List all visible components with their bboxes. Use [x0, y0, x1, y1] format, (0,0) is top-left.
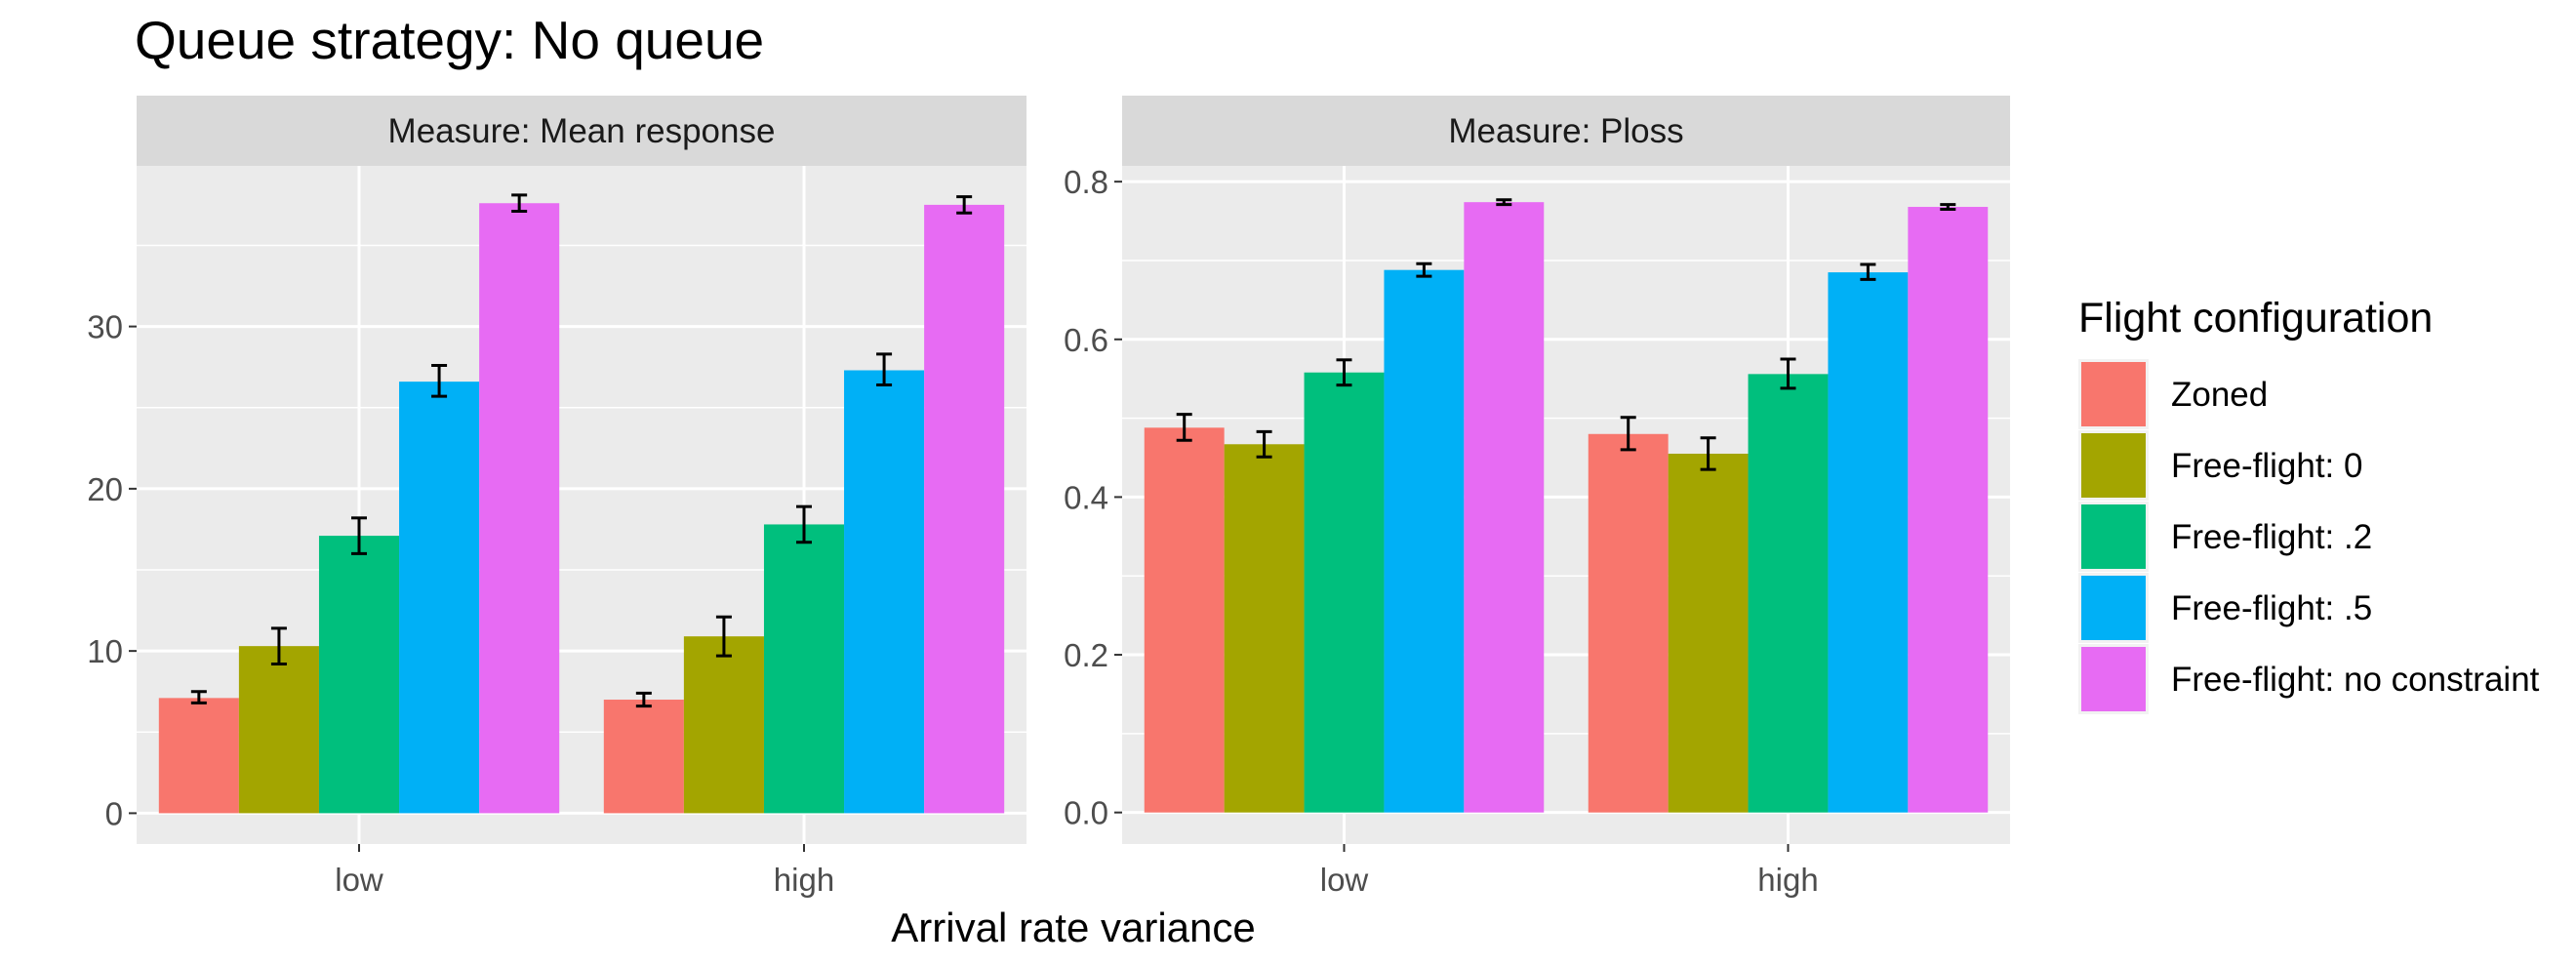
error-bar — [1620, 416, 1636, 452]
error-bar — [270, 626, 287, 665]
y-tick-label: 10 — [87, 633, 123, 669]
bar — [399, 382, 480, 814]
bar — [844, 370, 925, 814]
bar — [318, 536, 400, 814]
bar — [238, 646, 319, 814]
x-axis-title: Arrival rate variance — [891, 905, 1255, 950]
panel-2: Measure: Ploss 0.0 0.2 0.4 0.6 0.8 low high — [1064, 96, 2010, 898]
legend-swatch — [2081, 647, 2146, 711]
legend-swatch — [2081, 362, 2146, 426]
x-tick-label: high — [1757, 862, 1818, 898]
bar — [1464, 202, 1545, 813]
error-bar — [190, 690, 207, 704]
error-bar — [1176, 413, 1192, 442]
y-tick-label: 20 — [87, 471, 123, 507]
bar — [158, 698, 239, 814]
error-bar — [876, 352, 893, 386]
legend-item: Free-flight: 0 — [2078, 430, 2362, 501]
bar — [1384, 269, 1465, 813]
bar — [1668, 453, 1749, 813]
legend-swatch — [2081, 504, 2146, 569]
bar — [479, 203, 560, 814]
legend-label: Zoned — [2171, 376, 2268, 414]
error-bar — [1780, 357, 1796, 390]
legend-swatch — [2081, 433, 2146, 498]
bar — [1828, 272, 1909, 813]
bar — [1144, 427, 1225, 813]
y-tick-label: 0 — [105, 795, 123, 831]
legend-label: Free-flight: no constraint — [2171, 661, 2540, 699]
error-bar — [1416, 262, 1432, 278]
x-tick-label: low — [335, 862, 383, 898]
panel-1: Measure: Mean response 0 10 20 30 low high — [87, 96, 1026, 898]
error-bar — [1860, 262, 1876, 281]
y-tick-label: 30 — [87, 309, 123, 345]
legend-item: Free-flight: .5 — [2078, 573, 2372, 643]
bar — [603, 700, 684, 814]
legend-items: Zoned Free-flight: 0 Free-flight: .2 Free-f… — [2078, 359, 2540, 714]
bar — [924, 204, 1005, 814]
error-bar — [635, 691, 652, 708]
legend-label: Free-flight: .5 — [2171, 589, 2372, 627]
bar — [1304, 372, 1385, 813]
error-bar — [796, 504, 812, 544]
error-bar — [956, 195, 973, 215]
bar — [1908, 207, 1989, 813]
x-tick-label: high — [774, 862, 834, 898]
y-tick-label: 0.4 — [1064, 479, 1108, 515]
error-bar — [1496, 198, 1512, 207]
legend-label: Free-flight: 0 — [2171, 447, 2362, 485]
chart-title: Queue strategy: No queue — [135, 10, 764, 70]
error-bar — [1256, 429, 1272, 459]
legend-item: Free-flight: .2 — [2078, 502, 2372, 572]
legend: Flight configuration Zoned Free-flight: 0… — [2078, 295, 2540, 714]
bar — [1748, 374, 1829, 813]
bar — [683, 636, 764, 814]
legend-title: Flight configuration — [2078, 295, 2433, 342]
y-tick-label: 0.6 — [1064, 322, 1108, 358]
x-tick-label: low — [1320, 862, 1369, 898]
legend-item: Free-flight: no constraint — [2078, 644, 2540, 714]
error-bar — [1336, 358, 1352, 387]
error-bar — [351, 516, 367, 555]
legend-item: Zoned — [2078, 359, 2268, 429]
bar — [1224, 444, 1305, 813]
error-bar — [431, 364, 448, 398]
y-tick-label: 0.0 — [1064, 795, 1108, 831]
error-bar — [715, 615, 732, 658]
panel-strip — [137, 96, 1026, 166]
error-bar — [511, 193, 528, 214]
error-bar — [1940, 203, 1956, 211]
panel-strip — [1122, 96, 2010, 166]
y-tick-label: 0.8 — [1064, 164, 1108, 200]
legend-label: Free-flight: .2 — [2171, 518, 2372, 556]
bar — [1588, 433, 1669, 813]
y-tick-label: 0.2 — [1064, 637, 1108, 673]
panel-strip-label: Measure: Ploss — [1448, 112, 1683, 150]
bar — [763, 524, 845, 814]
legend-swatch — [2081, 576, 2146, 640]
error-bar — [1700, 436, 1716, 471]
panel-strip-label: Measure: Mean response — [388, 112, 776, 150]
